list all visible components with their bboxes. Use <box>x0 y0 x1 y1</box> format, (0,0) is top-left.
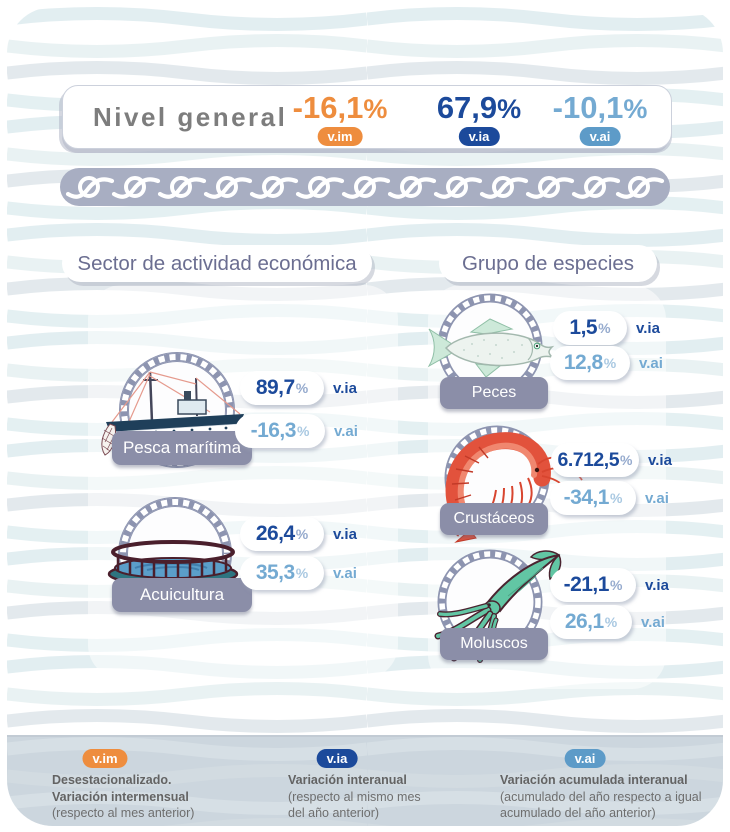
nivel-general-box: Nivel general -16,1% v.im 67,9% v.ia -10… <box>62 85 672 149</box>
percent-sign: % <box>620 452 633 468</box>
percent-sign: % <box>296 423 310 439</box>
value: 6.712,5 <box>557 448 620 471</box>
legend-vim-line1: Desestacionalizado. <box>52 773 172 787</box>
metric-via: 67,9% v.ia <box>437 91 521 146</box>
metric-vim: -16,1% v.im <box>292 90 388 146</box>
legend-vim-note: (respecto al mes anterior) <box>52 806 195 820</box>
value: 12,8 <box>563 351 603 374</box>
percent-sign: % <box>623 94 648 124</box>
value: -16,3 <box>250 419 297 442</box>
value-pill-peces-via: 1,5% v.ia <box>553 311 660 345</box>
via-tag: v.ia <box>645 576 669 594</box>
nivel-general-title: Nivel general <box>93 101 288 132</box>
legend-via-note: (respecto al mismo mes del año anterior) <box>288 789 421 821</box>
species-label-pesca-maritima: Pesca marítima <box>112 431 252 465</box>
percent-sign: % <box>295 380 309 396</box>
value: 35,3 <box>255 561 295 584</box>
value-pill-crustaceos-vai: -34,1% v.ai <box>550 481 669 515</box>
vim-badge: v.im <box>317 127 363 146</box>
via-badge: v.ia <box>458 127 500 146</box>
via-tag: v.ia <box>333 525 357 543</box>
vai-tag: v.ai <box>645 489 669 507</box>
value-pill-acuicultura-via: 26,4% v.ia <box>240 517 357 551</box>
species-label-acuicultura: Acuicultura <box>112 578 252 612</box>
via-tag: v.ia <box>636 319 660 337</box>
value: 89,7 <box>255 376 295 399</box>
section-title-sector: Sector de actividad económica <box>62 245 372 282</box>
fish-farm-cage-icon <box>107 540 239 587</box>
value: -34,1 <box>563 486 610 509</box>
percent-sign: % <box>295 565 309 581</box>
percent-sign: % <box>604 614 618 630</box>
value-pill-pesca-via: 89,7% v.ia <box>240 371 357 405</box>
metric-vim-value: -16,1 <box>292 90 364 125</box>
legend-vim-line2: Variación intermensual <box>52 789 189 804</box>
rope-knot-divider <box>60 168 670 206</box>
value-pill-crustaceos-via: 6.712,5% v.ia <box>551 443 672 477</box>
percent-sign: % <box>609 490 623 506</box>
vai-badge: v.ai <box>579 127 621 146</box>
value: 26,4 <box>255 522 295 545</box>
vai-tag: v.ai <box>639 354 663 372</box>
vim-badge: v.im <box>82 749 128 768</box>
value: 26,1 <box>564 610 604 633</box>
value: 1,5 <box>569 316 598 339</box>
vai-tag: v.ai <box>333 564 357 582</box>
percent-sign: % <box>603 355 617 371</box>
vai-badge: v.ai <box>564 749 606 768</box>
species-label-peces: Peces <box>440 377 548 409</box>
value-pill-pesca-vai: -16,3% v.ai <box>235 414 358 448</box>
metric-via-value: 67,9 <box>436 90 498 125</box>
metric-vai: -10,1% v.ai <box>552 90 648 146</box>
wave-canvas: Nivel general -16,1% v.im 67,9% v.ia -10… <box>7 7 723 826</box>
fish-icon <box>427 318 555 378</box>
via-tag: v.ia <box>648 451 672 469</box>
percent-sign: % <box>295 526 309 542</box>
vai-tag: v.ai <box>334 422 358 440</box>
via-badge: v.ia <box>316 749 358 768</box>
legend-vai-line1: Variación acumulada interanual <box>500 773 688 787</box>
value-pill-peces-vai: 12,8% v.ai <box>550 346 663 380</box>
species-label-crustaceos: Crustáceos <box>440 503 548 535</box>
legend-via-line1: Variación interanual <box>288 773 407 787</box>
left-column-panel <box>88 285 398 679</box>
value-pill-moluscos-via: -21,1% v.ia <box>550 568 669 602</box>
value: -21,1 <box>563 573 610 596</box>
percent-sign: % <box>497 94 522 124</box>
percent-sign: % <box>609 577 623 593</box>
vai-tag: v.ai <box>641 613 665 631</box>
percent-sign: % <box>363 94 388 124</box>
value-pill-acuicultura-vai: 35,3% v.ai <box>240 556 357 590</box>
section-title-especies: Grupo de especies <box>439 245 657 282</box>
legend-vai-note: (acumulado del año respecto a igual acum… <box>500 789 702 821</box>
via-tag: v.ia <box>333 379 357 397</box>
metric-vai-value: -10,1 <box>552 90 624 125</box>
species-label-moluscos: Moluscos <box>440 628 548 660</box>
value-pill-moluscos-vai: 26,1% v.ai <box>550 605 665 639</box>
percent-sign: % <box>598 320 611 336</box>
